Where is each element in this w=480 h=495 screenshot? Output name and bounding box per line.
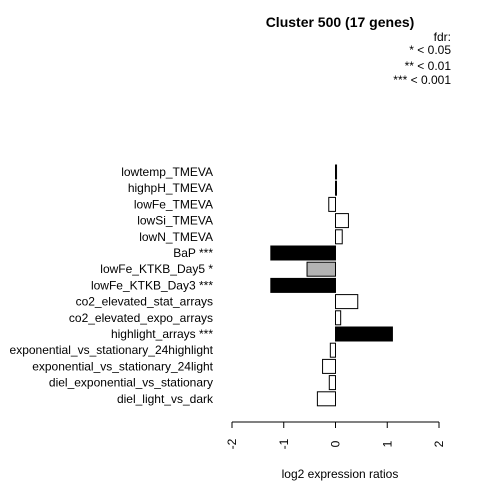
- category-label-4: lowN_TMEVA: [139, 230, 213, 244]
- x-tick-label-1: -1: [277, 438, 291, 449]
- bar-2: [328, 196, 336, 212]
- bar-14: [316, 391, 337, 407]
- category-label-8: co2_elevated_stat_arrays: [76, 295, 213, 309]
- category-labels: lowtemp_TMEVA highpH_TMEVA lowFe_TMEVA lowS…: [10, 165, 214, 406]
- category-label-5: BaP ***: [173, 246, 213, 260]
- bar-9: [335, 310, 342, 326]
- x-tick-label-3: 1: [380, 440, 394, 447]
- category-label-11: exponential_vs_stationary_24highlight: [10, 343, 214, 357]
- bar-12: [322, 358, 336, 374]
- legend: fdr: * < 0.05 ** < 0.01 *** < 0.001: [393, 30, 451, 87]
- bar-10: [335, 326, 393, 342]
- bar-13: [328, 375, 337, 391]
- legend-title: fdr:: [434, 30, 451, 44]
- chart-title: Cluster 500 (17 genes): [266, 14, 415, 30]
- x-tick-label-2: 0: [329, 440, 343, 447]
- bar-4: [335, 229, 343, 245]
- bar-3: [335, 213, 349, 229]
- legend-entry-1: * < 0.05: [409, 43, 451, 57]
- category-label-9: co2_elevated_expo_arrays: [69, 311, 213, 325]
- category-label-6: lowFe_KTKB_Day5 *: [100, 262, 213, 276]
- x-tick-label-0: -2: [225, 438, 239, 449]
- bars: [270, 164, 393, 407]
- legend-entry-3: *** < 0.001: [393, 73, 451, 87]
- legend-entry-2: ** < 0.01: [405, 59, 452, 73]
- category-label-14: diel_light_vs_dark: [117, 392, 214, 406]
- category-label-10: highlight_arrays ***: [111, 327, 213, 341]
- category-label-7: lowFe_KTKB_Day3 ***: [91, 278, 213, 292]
- bar-5: [270, 245, 336, 261]
- category-label-3: lowSi_TMEVA: [137, 214, 213, 228]
- bar-1: [335, 180, 337, 196]
- x-axis-label: log2 expression ratios: [282, 467, 399, 481]
- bar-11: [329, 342, 337, 358]
- bar-0: [335, 164, 338, 180]
- x-axis: -2 -1 0 1 2: [225, 421, 446, 449]
- category-label-1: highpH_TMEVA: [128, 181, 213, 195]
- bar-7: [270, 277, 336, 293]
- bar-8: [335, 294, 359, 310]
- category-label-2: lowFe_TMEVA: [134, 197, 213, 211]
- category-label-13: diel_exponential_vs_stationary: [49, 376, 213, 390]
- x-tick-label-4: 2: [432, 440, 446, 447]
- bar-6: [306, 261, 337, 277]
- category-label-12: exponential_vs_stationary_24light: [32, 359, 213, 373]
- category-label-0: lowtemp_TMEVA: [121, 165, 213, 179]
